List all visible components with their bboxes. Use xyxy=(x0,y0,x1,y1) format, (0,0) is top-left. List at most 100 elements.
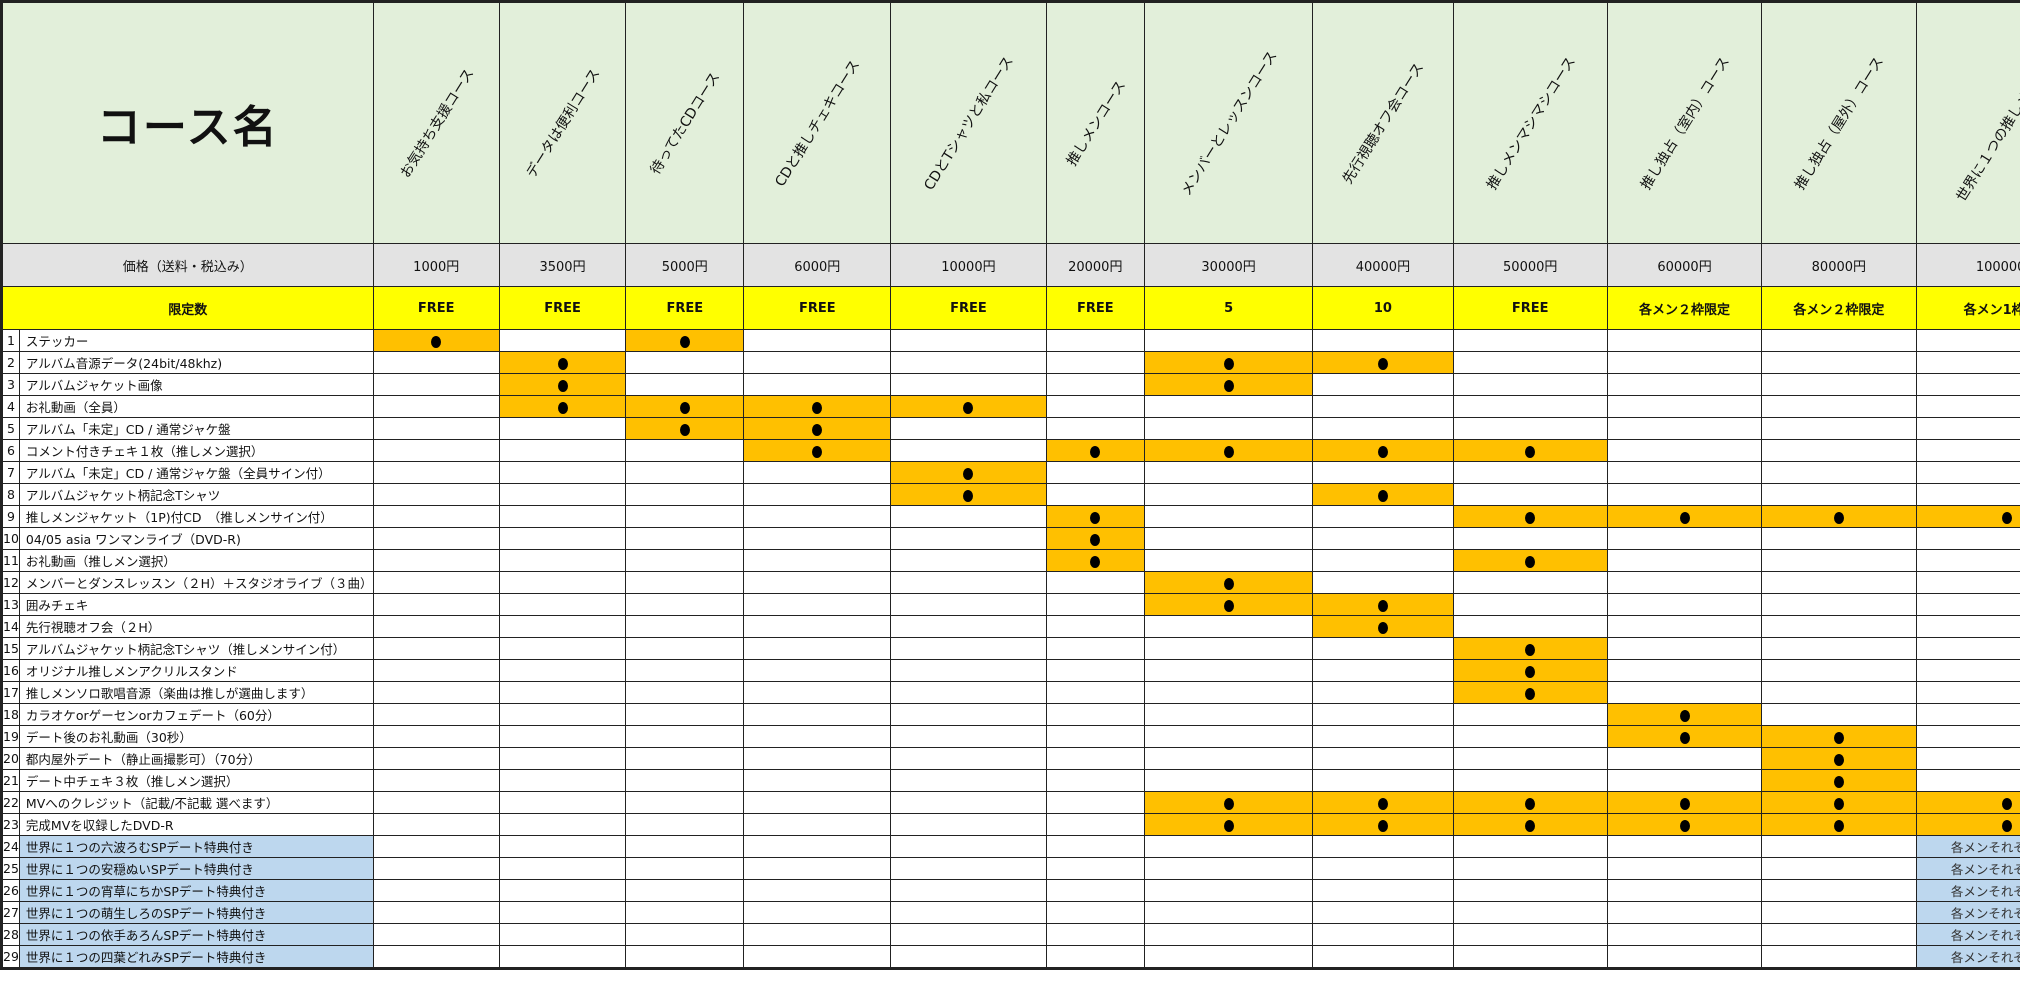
empty-cell xyxy=(625,791,745,814)
empty-cell xyxy=(498,747,627,770)
empty-cell xyxy=(743,615,892,638)
empty-cell xyxy=(743,571,892,594)
empty-cell xyxy=(498,417,627,440)
empty-cell xyxy=(1452,615,1608,638)
empty-cell xyxy=(1761,549,1917,572)
item-name: アルバム「未定」CD / 通常ジャケ盤 xyxy=(18,417,374,440)
item-number: 26 xyxy=(1,879,20,902)
special-note: 各メンそれぞれ特典 xyxy=(1915,901,2020,924)
item-name: 世界に１つの宵草にちかSPデート特典付き xyxy=(18,879,374,902)
empty-cell xyxy=(1143,945,1314,969)
empty-cell xyxy=(743,461,892,484)
table-row: 22 MVへのクレジット（記載/不記載 選べます） xyxy=(1,791,2020,814)
included-dot-icon xyxy=(963,467,974,480)
empty-cell xyxy=(743,505,892,528)
item-number: 19 xyxy=(1,725,20,748)
empty-cell xyxy=(372,769,500,792)
empty-cell xyxy=(625,857,745,880)
table-row: 1 ステッカー xyxy=(1,329,2020,352)
empty-cell xyxy=(625,879,745,902)
empty-cell xyxy=(1915,417,2020,440)
empty-cell xyxy=(1452,395,1608,418)
empty-cell xyxy=(1045,703,1145,726)
course-name: 推しメンマシマシコース xyxy=(1483,54,1579,193)
course-limit: FREE xyxy=(498,286,627,330)
included-cell xyxy=(1452,681,1608,704)
empty-cell xyxy=(498,681,627,704)
included-dot-icon xyxy=(431,335,442,348)
course-price: 100000円 xyxy=(1915,243,2020,287)
empty-cell xyxy=(372,373,500,396)
empty-cell xyxy=(498,637,627,660)
empty-cell xyxy=(1045,681,1145,704)
included-dot-icon xyxy=(679,401,690,414)
course-header: お気持ち支援コース xyxy=(372,1,500,244)
empty-cell xyxy=(1312,857,1454,880)
empty-cell xyxy=(498,483,627,506)
empty-cell xyxy=(743,659,892,682)
empty-cell xyxy=(625,483,745,506)
empty-cell xyxy=(498,945,627,969)
included-dot-icon xyxy=(1679,731,1690,744)
empty-cell xyxy=(890,439,1047,462)
empty-cell xyxy=(1312,945,1454,969)
empty-cell xyxy=(890,527,1047,550)
empty-cell xyxy=(1143,725,1314,748)
empty-cell xyxy=(743,835,892,858)
empty-cell xyxy=(1915,549,2020,572)
empty-cell xyxy=(1761,593,1917,616)
empty-cell xyxy=(1606,945,1763,969)
item-number: 7 xyxy=(1,461,20,484)
empty-cell xyxy=(498,659,627,682)
empty-cell xyxy=(890,703,1047,726)
empty-cell xyxy=(625,461,745,484)
course-name: メンバーとレッスンコース xyxy=(1178,48,1281,199)
empty-cell xyxy=(890,373,1047,396)
included-cell xyxy=(1452,637,1608,660)
empty-cell xyxy=(498,791,627,814)
item-name: 世界に１つの安穏ぬいSPデート特典付き xyxy=(18,857,374,880)
empty-cell xyxy=(625,945,745,969)
course-name: 世界に１つの推しメンコース xyxy=(1953,42,2020,205)
included-dot-icon xyxy=(1525,511,1536,524)
included-dot-icon xyxy=(1833,819,1844,832)
course-limit: 10 xyxy=(1312,286,1454,330)
included-dot-icon xyxy=(2002,797,2013,810)
empty-cell xyxy=(1606,923,1763,946)
empty-cell xyxy=(1452,483,1608,506)
included-cell xyxy=(625,329,745,352)
table-row: 9 推しメンジャケット（1P)付CD （推しメンサイン付） xyxy=(1,505,2020,528)
empty-cell xyxy=(1045,835,1145,858)
included-dot-icon xyxy=(1377,445,1388,458)
special-note: 各メンそれぞれ特典 xyxy=(1915,879,2020,902)
included-dot-icon xyxy=(679,423,690,436)
empty-cell xyxy=(625,527,745,550)
item-number: 20 xyxy=(1,747,20,770)
empty-cell xyxy=(1606,483,1763,506)
empty-cell xyxy=(743,879,892,902)
table-row: 16 オリジナル推しメンアクリルスタンド xyxy=(1,659,2020,682)
empty-cell xyxy=(1045,813,1145,836)
item-name: 世界に１つの四葉どれみSPデート特典付き xyxy=(18,945,374,969)
empty-cell xyxy=(1761,857,1917,880)
empty-cell xyxy=(625,593,745,616)
empty-cell xyxy=(372,615,500,638)
included-cell xyxy=(1606,813,1763,836)
item-name: アルバムジャケット柄記念Tシャツ xyxy=(18,483,374,506)
empty-cell xyxy=(1045,483,1145,506)
empty-cell xyxy=(1452,527,1608,550)
empty-cell xyxy=(890,593,1047,616)
empty-cell xyxy=(372,659,500,682)
empty-cell xyxy=(890,901,1047,924)
course-comparison-table: コース名 お気持ち支援コース データは便利コース 待ってたCDコース CDと推しチェキ… xyxy=(0,0,2020,970)
included-dot-icon xyxy=(1525,643,1536,656)
empty-cell xyxy=(498,571,627,594)
included-dot-icon xyxy=(1223,379,1234,392)
empty-cell xyxy=(1045,373,1145,396)
included-cell xyxy=(890,483,1047,506)
included-cell xyxy=(1915,505,2020,528)
course-price: 60000円 xyxy=(1606,243,1763,287)
empty-cell xyxy=(1606,901,1763,924)
empty-cell xyxy=(1761,571,1917,594)
empty-cell xyxy=(1312,571,1454,594)
